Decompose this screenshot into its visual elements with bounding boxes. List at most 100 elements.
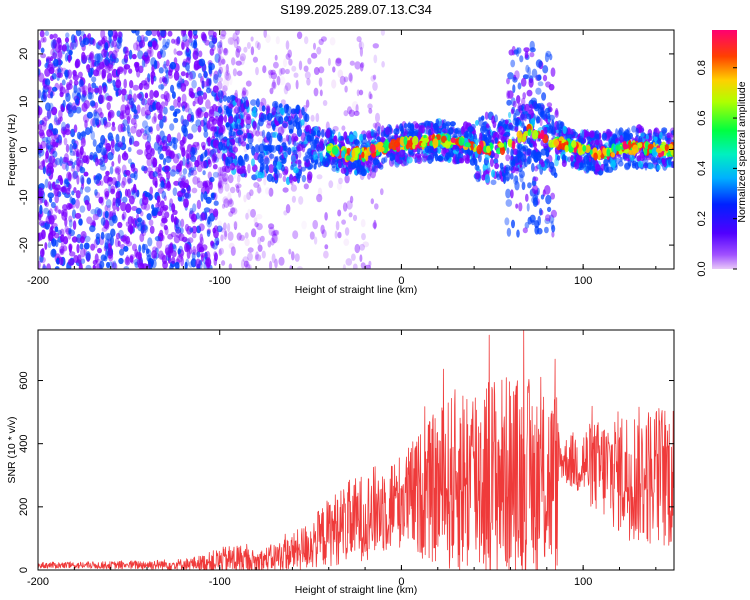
heatmap-cell (117, 68, 121, 76)
heatmap-cell (273, 229, 280, 236)
heatmap-cell (173, 48, 177, 55)
heatmap-cell (148, 126, 153, 133)
heatmap-cell (170, 256, 176, 265)
heatmap-cell (268, 223, 275, 230)
heatmap-cell (93, 175, 100, 185)
heatmap-cell (656, 147, 663, 153)
heatmap-cell (181, 236, 188, 243)
heatmap-cell (505, 199, 513, 207)
heatmap-cell (531, 219, 535, 226)
heatmap-cell (170, 213, 175, 223)
heatmap-cell (146, 133, 152, 143)
heatmap-cell (96, 208, 103, 218)
heatmap-cell (637, 142, 643, 149)
heatmap-cell (628, 140, 632, 150)
heatmap-cell (104, 210, 109, 219)
heatmap-cell (112, 262, 118, 269)
heatmap-cell (240, 86, 247, 97)
heatmap-cell (538, 207, 543, 216)
heatmap-cell (384, 126, 391, 136)
spec-ytick-label-2: 0 (18, 146, 30, 152)
heatmap-cell (173, 142, 178, 150)
heatmap-cell (536, 74, 542, 81)
heatmap-cell (184, 48, 189, 57)
heatmap-cell (256, 223, 263, 231)
heatmap-cell (275, 36, 280, 45)
heatmap-cell (150, 74, 155, 85)
heatmap-cell (188, 36, 193, 43)
heatmap-cell (177, 190, 183, 198)
heatmap-cell (48, 66, 55, 75)
heatmap-cell (242, 256, 249, 263)
heatmap-cell (38, 72, 45, 83)
heatmap-cell (293, 114, 299, 124)
heatmap-cell (526, 89, 533, 97)
heatmap-cell (537, 81, 544, 87)
heatmap-cell (283, 151, 288, 158)
heatmap-cell (46, 109, 52, 120)
heatmap-cell (200, 141, 206, 149)
heatmap-cell (514, 70, 520, 80)
heatmap-cell (544, 185, 551, 195)
heatmap-cell (165, 155, 172, 164)
heatmap-cell (550, 192, 555, 200)
heatmap-cell (595, 163, 601, 172)
heatmap-cell (277, 126, 284, 136)
heatmap-cell (84, 199, 90, 206)
heatmap-cell (180, 71, 186, 77)
heatmap-cell (536, 116, 541, 124)
heatmap-cell (615, 137, 619, 144)
heatmap-cell (254, 222, 259, 228)
heatmap-cell (420, 141, 427, 148)
heatmap-cell (255, 98, 260, 108)
heatmap-cell (615, 144, 622, 152)
heatmap-cell (38, 232, 41, 242)
heatmap-cell (496, 173, 501, 181)
heatmap-cell (205, 99, 211, 110)
heatmap-cell (213, 200, 219, 206)
heatmap-cell (285, 40, 290, 50)
heatmap-cell (364, 264, 371, 269)
heatmap-cell (171, 142, 176, 149)
heatmap-cell (310, 114, 315, 122)
heatmap-cell (290, 184, 297, 192)
heatmap-cell (159, 144, 163, 152)
heatmap-cell (263, 30, 267, 38)
heatmap-cell (519, 113, 525, 122)
heatmap-cell (143, 83, 150, 90)
heatmap-cell (324, 158, 331, 166)
snr-x-ticks: -200 -100 0 100 (27, 330, 657, 588)
heatmap-cell (54, 266, 60, 269)
heatmap-cell (550, 67, 556, 77)
colorbar-tick-label-1: 0.2 (696, 211, 708, 226)
heatmap-cell (232, 68, 237, 77)
heatmap-cell (283, 85, 289, 95)
heatmap-cell (125, 106, 131, 116)
heatmap-cell (522, 133, 527, 142)
heatmap-cell (72, 149, 77, 156)
heatmap-cell (661, 127, 668, 134)
heatmap-cell (342, 202, 348, 212)
heatmap-cell (222, 172, 229, 182)
heatmap-cell (230, 207, 236, 214)
heatmap-cell (185, 149, 189, 159)
heatmap-cell (268, 69, 274, 76)
heatmap-cell (40, 248, 45, 258)
heatmap-cell (223, 198, 230, 209)
heatmap-cell (525, 193, 529, 202)
heatmap-cell (51, 106, 58, 116)
spec-ytick-label-1: -10 (18, 189, 30, 205)
heatmap-cell (293, 167, 299, 174)
heatmap-cell (251, 110, 257, 117)
heatmap-cell (207, 148, 212, 157)
heatmap-cell (116, 39, 122, 50)
heatmap-cell (486, 145, 491, 154)
heatmap-cell (179, 139, 185, 146)
heatmap-cell (38, 141, 41, 148)
heatmap-cell (214, 252, 218, 262)
heatmap-cell (117, 172, 121, 183)
heatmap-cell (316, 130, 321, 137)
heatmap-cell (182, 60, 187, 67)
heatmap-cell (380, 188, 384, 196)
heatmap-cell (403, 136, 408, 146)
